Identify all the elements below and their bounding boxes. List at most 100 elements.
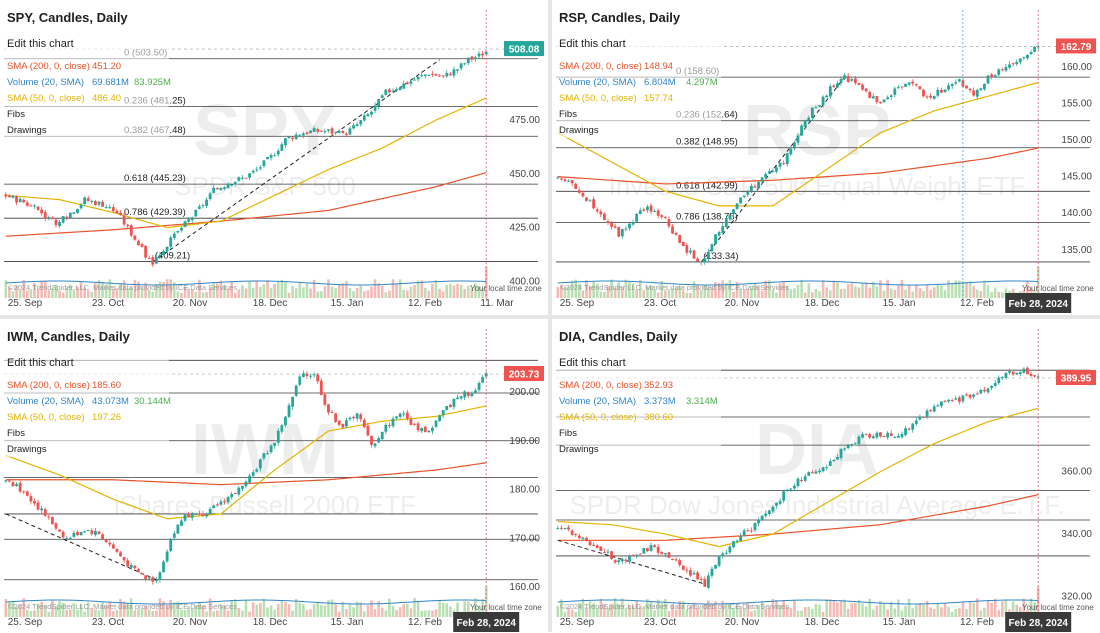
candle[interactable] (796, 476, 800, 488)
candle[interactable] (717, 230, 721, 237)
candle[interactable] (111, 542, 115, 550)
candle[interactable] (800, 477, 803, 483)
candle[interactable] (1008, 61, 1011, 70)
candle[interactable] (617, 226, 621, 238)
candle[interactable] (678, 558, 682, 568)
candle[interactable] (176, 524, 180, 534)
trendline-drawing[interactable] (557, 539, 705, 585)
candle[interactable] (380, 94, 384, 99)
candle[interactable] (40, 206, 44, 216)
candle[interactable] (122, 212, 126, 227)
candle[interactable] (671, 224, 674, 235)
candle[interactable] (635, 213, 639, 222)
candle[interactable] (276, 428, 280, 446)
candle[interactable] (405, 409, 409, 421)
candle[interactable] (968, 87, 972, 93)
candle[interactable] (104, 204, 108, 209)
sma-50-line[interactable] (5, 405, 487, 520)
candle[interactable] (215, 502, 219, 507)
candle[interactable] (728, 213, 732, 221)
candle[interactable] (1022, 56, 1026, 60)
candle[interactable] (753, 184, 757, 189)
candle[interactable] (108, 204, 112, 210)
candle[interactable] (559, 176, 563, 181)
candle[interactable] (79, 203, 83, 210)
candle[interactable] (832, 459, 836, 462)
candle[interactable] (775, 165, 778, 174)
candle[interactable] (316, 127, 320, 134)
candle[interactable] (599, 546, 603, 552)
candle[interactable] (986, 387, 990, 395)
candle[interactable] (764, 171, 768, 180)
candle[interactable] (201, 510, 205, 518)
candle[interactable] (671, 558, 674, 561)
candle[interactable] (262, 452, 266, 461)
candle[interactable] (825, 464, 829, 471)
candle[interactable] (309, 373, 312, 380)
candle[interactable] (735, 539, 739, 544)
candle[interactable] (882, 99, 886, 103)
candle[interactable] (255, 467, 259, 473)
candle[interactable] (875, 96, 879, 105)
legend-item[interactable]: Fibs (559, 109, 577, 120)
candle[interactable] (158, 252, 162, 259)
candle[interactable] (721, 551, 725, 559)
candle[interactable] (1033, 374, 1037, 378)
candle[interactable] (617, 559, 621, 565)
candle[interactable] (696, 570, 700, 581)
candle[interactable] (603, 212, 606, 221)
candle[interactable] (456, 69, 459, 74)
candle[interactable] (319, 130, 323, 132)
candle[interactable] (241, 174, 244, 180)
candle[interactable] (291, 136, 295, 142)
candle[interactable] (294, 132, 298, 140)
candle[interactable] (147, 575, 151, 581)
candle[interactable] (4, 480, 8, 484)
candle[interactable] (606, 218, 610, 226)
sma-50-line[interactable] (557, 81, 1039, 207)
candle[interactable] (377, 436, 381, 443)
candle[interactable] (104, 539, 108, 544)
candle[interactable] (448, 403, 452, 408)
candle[interactable] (706, 248, 710, 262)
candle[interactable] (226, 181, 230, 189)
candle[interactable] (574, 533, 578, 538)
candle[interactable] (789, 488, 793, 493)
candle[interactable] (588, 198, 592, 202)
candle[interactable] (714, 234, 717, 245)
candle[interactable] (631, 219, 635, 226)
candle[interactable] (592, 196, 596, 210)
candle[interactable] (789, 145, 793, 157)
candle[interactable] (54, 218, 58, 228)
candle[interactable] (850, 76, 854, 82)
candle[interactable] (975, 391, 979, 395)
candle[interactable] (319, 378, 323, 396)
candle[interactable] (287, 402, 291, 419)
candle[interactable] (18, 197, 22, 203)
candle[interactable] (126, 223, 130, 229)
candle[interactable] (900, 86, 904, 90)
candle[interactable] (165, 549, 169, 563)
candle[interactable] (119, 209, 122, 216)
candle[interactable] (108, 539, 112, 548)
candle[interactable] (782, 160, 786, 166)
candle[interactable] (22, 490, 26, 495)
candle[interactable] (689, 247, 692, 255)
candle[interactable] (717, 555, 721, 568)
candle[interactable] (477, 51, 481, 59)
candle[interactable] (968, 394, 972, 400)
candle[interactable] (936, 87, 940, 98)
candle[interactable] (187, 512, 191, 518)
legend-item[interactable]: SMA (50, 0, close) 157.74 (559, 93, 673, 104)
candle[interactable] (864, 87, 868, 93)
candle[interactable] (463, 62, 467, 66)
legend-item[interactable]: SMA (50, 0, close) 197.26 (7, 412, 121, 423)
candle[interactable] (352, 122, 355, 130)
candle[interactable] (90, 527, 94, 536)
candle[interactable] (1022, 367, 1026, 374)
candle[interactable] (965, 393, 968, 397)
candle[interactable] (1026, 54, 1029, 61)
candle[interactable] (76, 208, 79, 215)
candle[interactable] (194, 209, 198, 218)
candle[interactable] (782, 489, 786, 503)
